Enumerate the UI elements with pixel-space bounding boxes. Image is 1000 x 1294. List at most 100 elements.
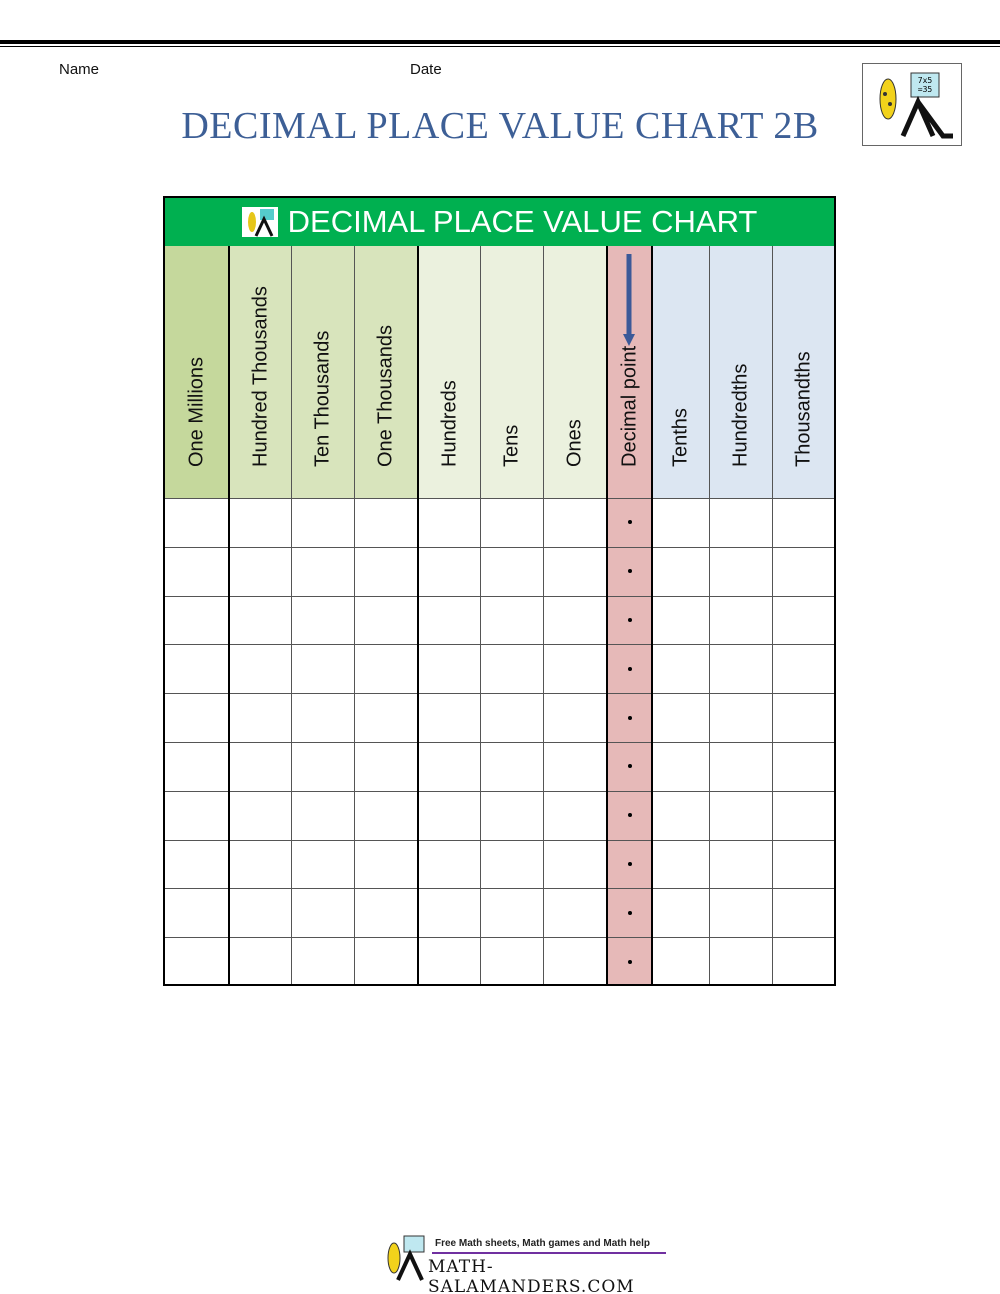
entry-cell[interactable] — [419, 888, 480, 939]
entry-cell[interactable] — [773, 596, 834, 646]
entry-cell[interactable] — [653, 498, 709, 548]
entry-cell[interactable] — [710, 888, 772, 939]
entry-cell[interactable] — [773, 498, 834, 548]
entry-cell[interactable] — [230, 693, 291, 743]
entry-cell[interactable] — [292, 547, 354, 597]
entry-cell[interactable] — [653, 596, 709, 646]
entry-cell[interactable] — [230, 840, 291, 890]
entry-cell[interactable] — [481, 644, 543, 695]
entry-cell[interactable] — [773, 693, 834, 743]
entry-cell[interactable] — [230, 547, 291, 597]
entry-cell[interactable] — [544, 888, 606, 939]
entry-cell[interactable] — [773, 742, 834, 792]
entry-cell[interactable] — [544, 596, 606, 646]
entry-cell[interactable] — [481, 547, 543, 597]
entry-cell[interactable] — [653, 693, 709, 743]
entry-cell[interactable] — [165, 498, 228, 548]
entry-cell[interactable] — [710, 937, 772, 986]
entry-cell[interactable] — [653, 742, 709, 792]
entry-cell[interactable] — [710, 644, 772, 695]
entry-cell[interactable] — [165, 937, 228, 986]
entry-cell[interactable] — [419, 693, 480, 743]
entry-cell[interactable] — [165, 742, 228, 792]
entry-cell[interactable] — [481, 937, 543, 986]
entry-cell[interactable] — [544, 840, 606, 890]
entry-cell[interactable] — [419, 596, 480, 646]
entry-cell[interactable] — [230, 596, 291, 646]
entry-cell[interactable] — [710, 547, 772, 597]
entry-cell[interactable] — [355, 840, 417, 890]
entry-cell[interactable] — [419, 937, 480, 986]
entry-cell[interactable] — [292, 596, 354, 646]
entry-cell[interactable] — [653, 644, 709, 695]
entry-cell[interactable] — [544, 742, 606, 792]
entry-cell[interactable] — [481, 498, 543, 548]
entry-cell[interactable] — [165, 644, 228, 695]
entry-cell[interactable] — [710, 693, 772, 743]
entry-cell[interactable] — [544, 547, 606, 597]
entry-cell[interactable] — [419, 742, 480, 792]
entry-cell[interactable] — [165, 840, 228, 890]
entry-cell[interactable] — [355, 498, 417, 548]
entry-cell[interactable] — [710, 840, 772, 890]
entry-cell[interactable] — [419, 840, 480, 890]
entry-cell[interactable] — [544, 498, 606, 548]
entry-cell[interactable] — [165, 547, 228, 597]
entry-cell[interactable] — [710, 791, 772, 841]
entry-cell[interactable] — [230, 742, 291, 792]
entry-cell[interactable] — [355, 742, 417, 792]
entry-cell[interactable] — [481, 596, 543, 646]
entry-cell[interactable] — [481, 742, 543, 792]
entry-cell[interactable] — [292, 840, 354, 890]
entry-cell[interactable] — [773, 888, 834, 939]
entry-cell[interactable] — [292, 644, 354, 695]
entry-cell[interactable] — [653, 791, 709, 841]
entry-cell[interactable] — [653, 840, 709, 890]
entry-cell[interactable] — [419, 644, 480, 695]
entry-cell[interactable] — [355, 888, 417, 939]
entry-cell[interactable] — [165, 596, 228, 646]
entry-cell[interactable] — [292, 498, 354, 548]
entry-cell[interactable] — [481, 888, 543, 939]
entry-cell[interactable] — [292, 693, 354, 743]
entry-cell[interactable] — [544, 644, 606, 695]
entry-cell[interactable] — [419, 498, 480, 548]
entry-cell[interactable] — [355, 937, 417, 986]
entry-cell[interactable] — [653, 547, 709, 597]
entry-cell[interactable] — [773, 547, 834, 597]
entry-cell[interactable] — [230, 791, 291, 841]
entry-cell[interactable] — [773, 840, 834, 890]
entry-cell[interactable] — [355, 791, 417, 841]
entry-cell[interactable] — [292, 742, 354, 792]
entry-cell[interactable] — [165, 888, 228, 939]
entry-cell[interactable] — [165, 693, 228, 743]
entry-cell[interactable] — [544, 791, 606, 841]
entry-cell[interactable] — [653, 888, 709, 939]
entry-cell[interactable] — [544, 693, 606, 743]
entry-cell[interactable] — [481, 693, 543, 743]
entry-cell[interactable] — [710, 742, 772, 792]
entry-cell[interactable] — [292, 888, 354, 939]
entry-cell[interactable] — [653, 937, 709, 986]
entry-cell[interactable] — [481, 840, 543, 890]
entry-cell[interactable] — [165, 791, 228, 841]
entry-cell[interactable] — [419, 547, 480, 597]
entry-cell[interactable] — [230, 644, 291, 695]
entry-cell[interactable] — [230, 888, 291, 939]
entry-cell[interactable] — [292, 937, 354, 986]
entry-cell[interactable] — [355, 596, 417, 646]
entry-cell[interactable] — [355, 547, 417, 597]
entry-cell[interactable] — [710, 498, 772, 548]
entry-cell[interactable] — [230, 937, 291, 986]
entry-cell[interactable] — [773, 644, 834, 695]
entry-cell[interactable] — [355, 644, 417, 695]
entry-cell[interactable] — [355, 693, 417, 743]
entry-cell[interactable] — [773, 937, 834, 986]
entry-cell[interactable] — [292, 791, 354, 841]
entry-cell[interactable] — [710, 596, 772, 646]
entry-cell[interactable] — [230, 498, 291, 548]
entry-cell[interactable] — [419, 791, 480, 841]
entry-cell[interactable] — [481, 791, 543, 841]
entry-cell[interactable] — [773, 791, 834, 841]
entry-cell[interactable] — [544, 937, 606, 986]
